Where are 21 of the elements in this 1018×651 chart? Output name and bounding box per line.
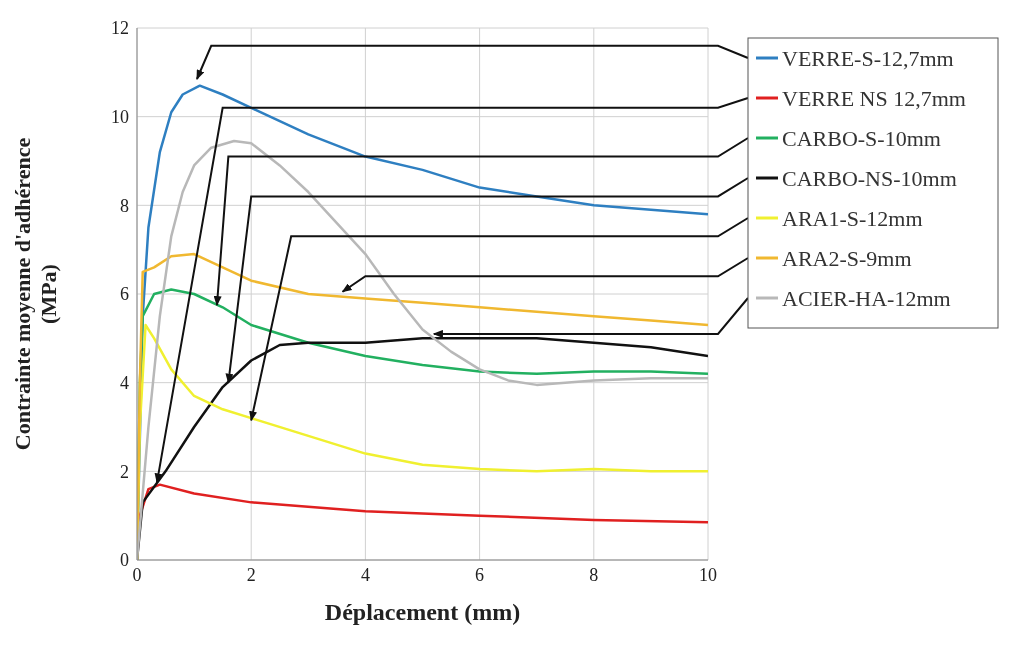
legend-label: ARA1-S-12mm — [782, 206, 923, 231]
x-tick-label: 8 — [589, 564, 599, 585]
legend-label: CARBO-S-10mm — [782, 126, 941, 151]
y-tick-label: 12 — [111, 18, 129, 39]
x-tick-label: 10 — [699, 564, 717, 585]
legend-label: VERRE-S-12,7mm — [782, 46, 954, 71]
y-tick-label: 2 — [120, 461, 129, 482]
y-tick-label: 8 — [120, 195, 129, 216]
y-tick-label: 10 — [111, 107, 129, 128]
legend-label: ACIER-HA-12mm — [782, 286, 951, 311]
legend-label: CARBO-NS-10mm — [782, 166, 957, 191]
x-tick-label: 6 — [475, 564, 485, 585]
legend-label: VERRE NS 12,7mm — [782, 86, 966, 111]
y-axis-title: Contrainte moyenne d'adhérence (MPa) — [10, 137, 61, 451]
y-tick-label: 6 — [120, 284, 129, 305]
x-tick-label: 2 — [246, 564, 256, 585]
x-axis-title: Déplacement (mm) — [324, 599, 521, 625]
y-tick-label: 0 — [120, 550, 129, 571]
y-tick-label: 4 — [120, 373, 129, 394]
x-tick-label: 4 — [360, 564, 370, 585]
legend-label: ARA2-S-9mm — [782, 246, 912, 271]
